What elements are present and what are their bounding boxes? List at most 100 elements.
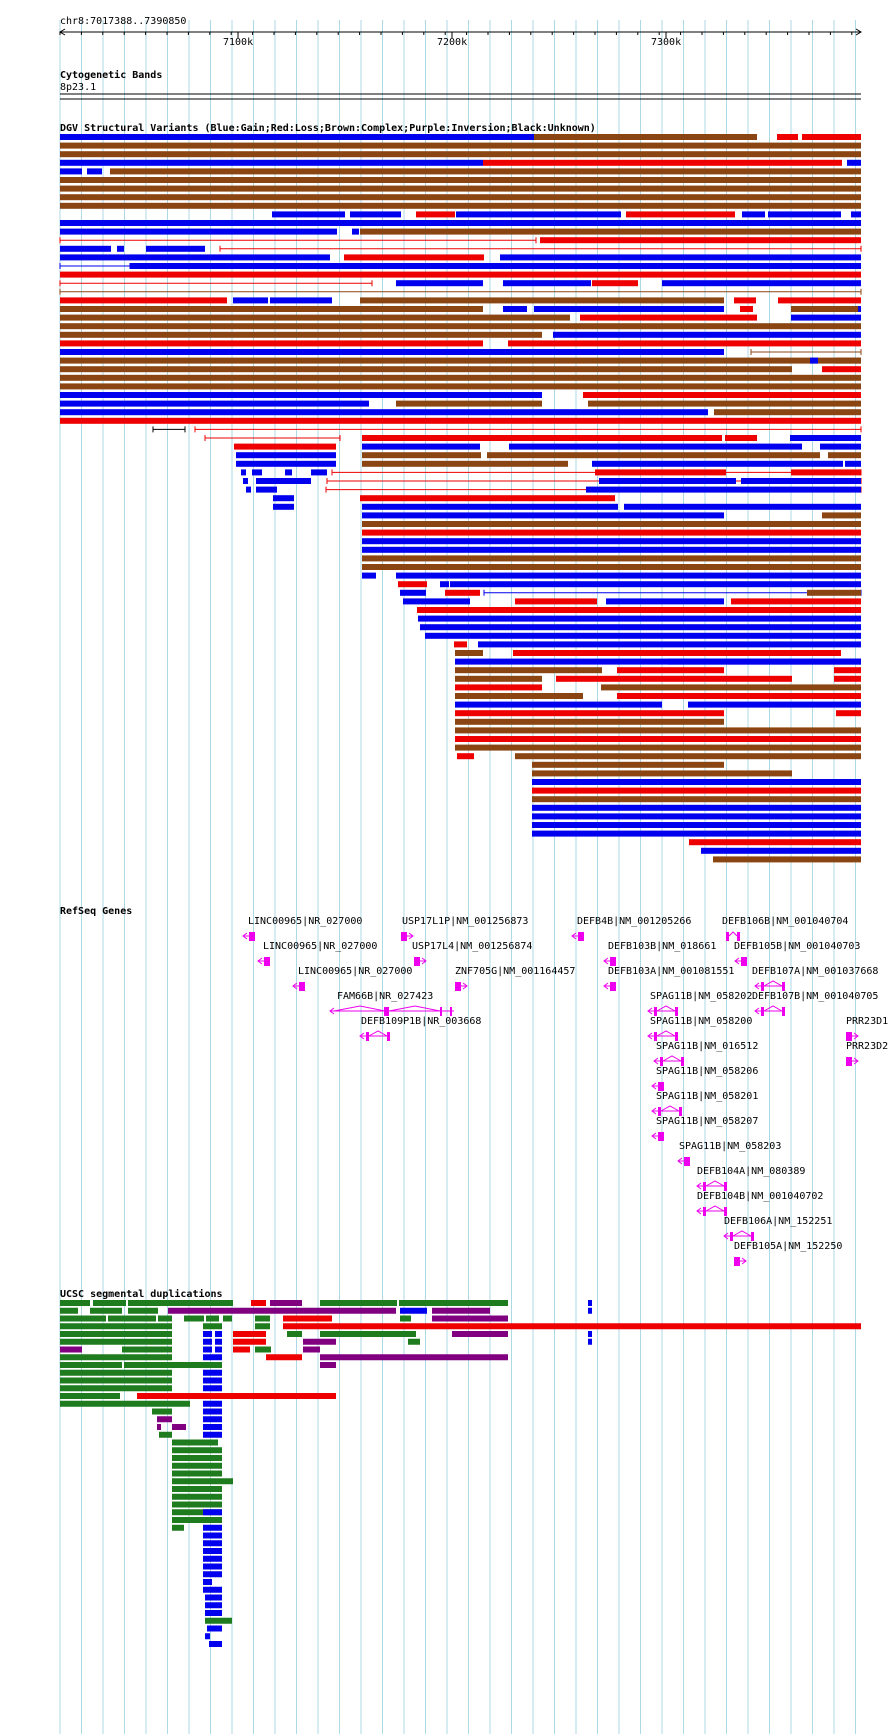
dgv-variant[interactable] — [455, 710, 724, 717]
segdup-feature[interactable] — [203, 1509, 222, 1516]
dgv-variant[interactable] — [362, 503, 618, 510]
dgv-variant[interactable] — [487, 452, 820, 459]
segdup-row[interactable] — [172, 1509, 222, 1516]
segdup-feature[interactable] — [60, 1307, 78, 1314]
dgv-variant[interactable] — [60, 254, 330, 261]
dgv-variant[interactable] — [777, 134, 798, 140]
dgv-row[interactable] — [362, 572, 861, 579]
refseq-gene[interactable]: DEFB109P1B|NR_003668 — [359, 1016, 481, 1041]
dgv-row[interactable] — [234, 443, 861, 450]
segdup-feature[interactable] — [206, 1315, 219, 1322]
cytoband-track[interactable]: Cytogenetic Bands 8p23.1 — [60, 69, 861, 100]
refseq-gene[interactable]: SPAG11B|NM_058203 — [677, 1141, 781, 1166]
dgv-variant[interactable] — [146, 245, 205, 252]
dgv-variant[interactable] — [503, 280, 591, 287]
dgv-variant[interactable] — [60, 323, 861, 330]
segdup-feature[interactable] — [233, 1346, 250, 1353]
dgv-variant[interactable] — [362, 452, 481, 459]
segdup-row[interactable] — [207, 1625, 222, 1632]
dgv-variant[interactable] — [60, 159, 483, 166]
dgv-variant[interactable] — [117, 245, 124, 252]
dgv-variant[interactable] — [731, 598, 861, 605]
dgv-variant[interactable] — [532, 787, 861, 794]
dgv-variant[interactable] — [768, 211, 841, 218]
dgv-variant[interactable] — [362, 435, 722, 441]
dgv-variant[interactable] — [740, 306, 753, 312]
refseq-gene[interactable]: DEFB4B|NM_001205266 — [571, 916, 691, 941]
dgv-variant[interactable] — [60, 409, 708, 416]
segdup-feature[interactable] — [588, 1300, 592, 1306]
dgv-row[interactable] — [59, 263, 861, 269]
dgv-variant[interactable] — [508, 340, 861, 347]
segdup-feature[interactable] — [588, 1307, 592, 1314]
dgv-row[interactable] — [152, 426, 862, 433]
segdup-row[interactable] — [172, 1455, 222, 1461]
dgv-row[interactable] — [60, 409, 861, 416]
segdup-feature[interactable] — [255, 1346, 271, 1353]
segdup-track[interactable]: UCSC segmental duplications — [60, 1288, 861, 1647]
segdup-feature[interactable] — [172, 1524, 184, 1531]
dgv-row[interactable] — [243, 478, 862, 484]
dgv-variant[interactable] — [515, 753, 861, 760]
segdup-row[interactable] — [172, 1439, 218, 1446]
segdup-feature[interactable] — [255, 1323, 270, 1330]
segdup-row[interactable] — [172, 1462, 222, 1469]
segdup-feature[interactable] — [172, 1493, 222, 1500]
segdup-row[interactable] — [203, 1563, 222, 1570]
refseq-gene[interactable]: SPAG11B|NM_016512 — [653, 1041, 758, 1066]
segdup-feature[interactable] — [172, 1462, 222, 1469]
segdup-feature[interactable] — [172, 1501, 222, 1508]
dgv-row[interactable] — [362, 521, 861, 527]
refseq-gene[interactable]: LINC00965|NR_027000 — [242, 916, 362, 941]
dgv-variant[interactable] — [350, 211, 401, 218]
segdup-row[interactable] — [172, 1486, 222, 1492]
dgv-variant[interactable] — [270, 297, 332, 304]
dgv-row[interactable] — [60, 202, 861, 209]
dgv-variant[interactable] — [592, 460, 843, 467]
dgv-row[interactable] — [60, 366, 861, 373]
dgv-variant[interactable] — [60, 142, 861, 149]
dgv-variant[interactable] — [626, 211, 735, 218]
dgv-variant[interactable] — [455, 701, 662, 708]
dgv-row[interactable] — [60, 392, 861, 398]
segdup-feature[interactable] — [203, 1563, 222, 1570]
dgv-variant[interactable] — [362, 529, 861, 536]
dgv-variant[interactable] — [60, 297, 227, 304]
segdup-row[interactable] — [205, 1610, 222, 1616]
dgv-row[interactable] — [362, 564, 861, 570]
dgv-variant[interactable] — [734, 297, 756, 304]
segdup-feature[interactable] — [60, 1331, 172, 1337]
segdup-feature[interactable] — [203, 1555, 222, 1562]
dgv-variant[interactable] — [60, 168, 82, 175]
dgv-row[interactable] — [60, 271, 861, 278]
segdup-features[interactable] — [60, 1300, 861, 1647]
segdup-row[interactable] — [172, 1470, 222, 1477]
segdup-row[interactable] — [60, 1354, 508, 1361]
segdup-feature[interactable] — [203, 1532, 222, 1539]
dgv-variant[interactable] — [858, 306, 861, 312]
dgv-row[interactable] — [236, 460, 861, 467]
dgv-variant[interactable] — [847, 159, 861, 166]
segdup-feature[interactable] — [432, 1307, 490, 1314]
dgv-row[interactable] — [457, 753, 861, 760]
segdup-feature[interactable] — [108, 1315, 156, 1322]
dgv-variant[interactable] — [791, 469, 861, 476]
dgv-variant[interactable] — [834, 675, 861, 682]
dgv-row[interactable] — [362, 529, 861, 536]
segdup-feature[interactable] — [203, 1385, 222, 1392]
refseq-gene[interactable]: DEFB106B|NM_001040704 — [722, 916, 848, 941]
dgv-row[interactable] — [272, 211, 861, 218]
segdup-feature[interactable] — [205, 1617, 232, 1624]
segdup-feature[interactable] — [320, 1300, 397, 1306]
dgv-row[interactable] — [403, 598, 861, 605]
dgv-row[interactable] — [236, 452, 861, 459]
segdup-feature[interactable] — [60, 1377, 172, 1384]
dgv-row[interactable] — [60, 383, 861, 390]
segdup-feature[interactable] — [172, 1517, 222, 1523]
segdup-row[interactable] — [203, 1571, 222, 1578]
dgv-variant[interactable] — [617, 667, 724, 674]
segdup-feature[interactable] — [137, 1393, 336, 1399]
dgv-variant[interactable] — [455, 684, 542, 691]
segdup-feature[interactable] — [408, 1338, 420, 1345]
dgv-variant[interactable] — [60, 220, 861, 226]
